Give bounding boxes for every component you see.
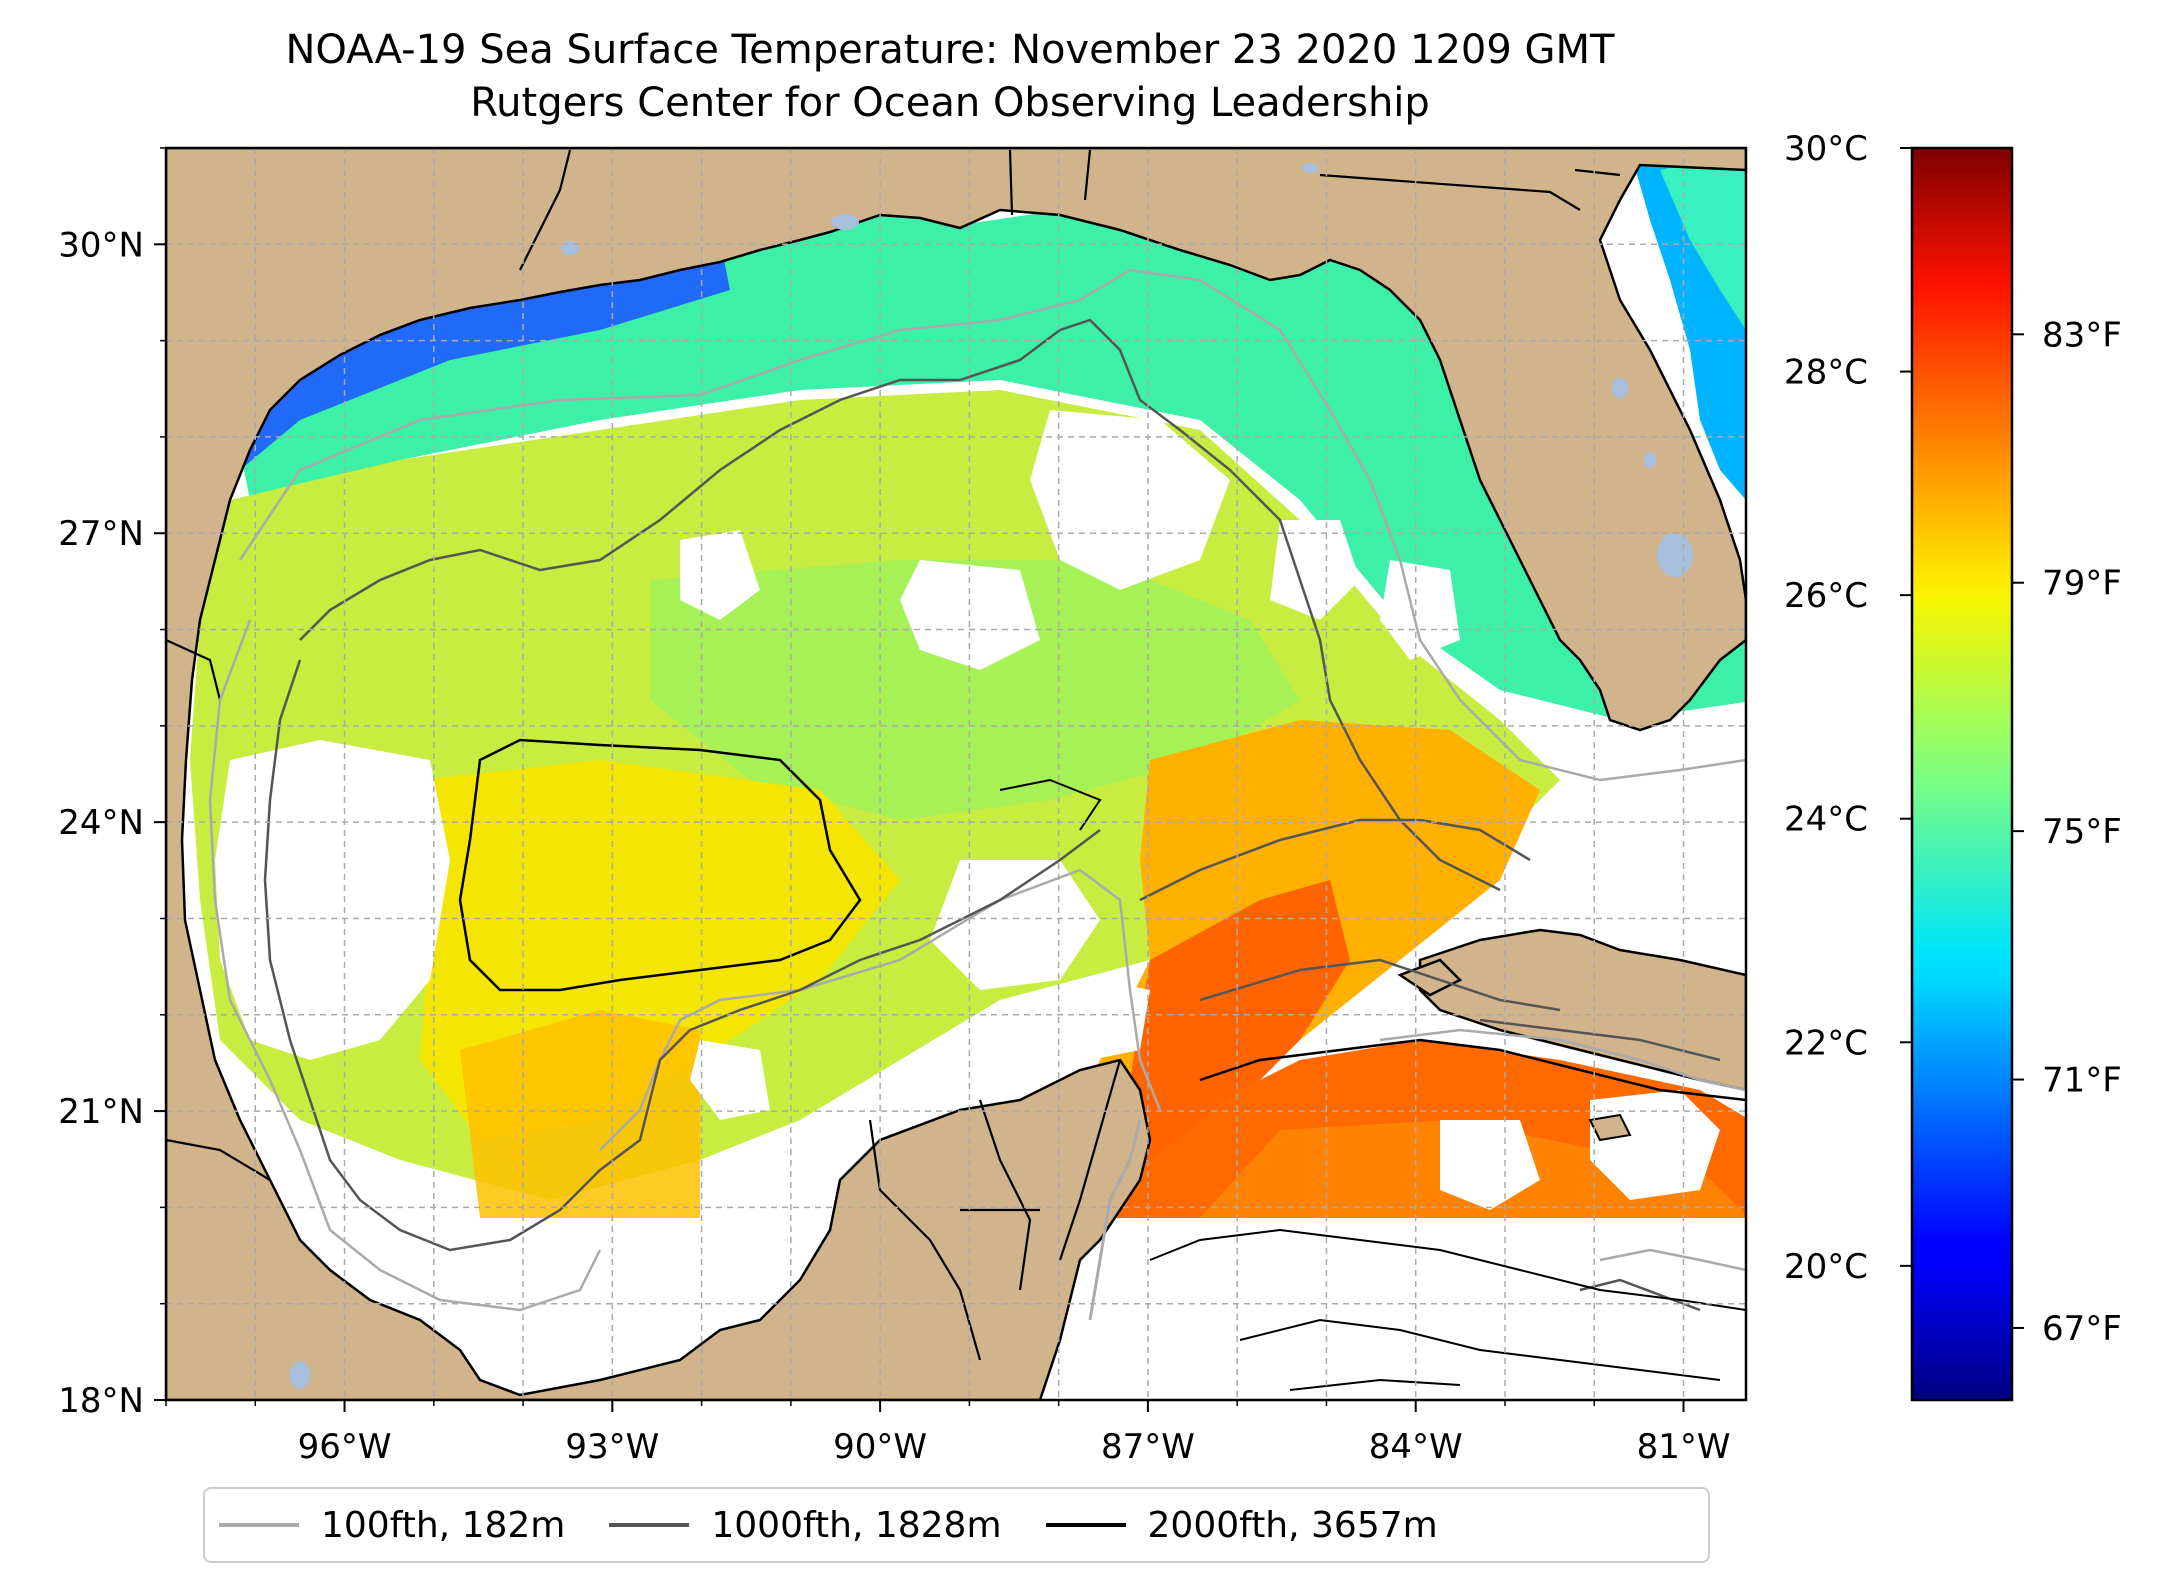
- map-title: NOAA-19 Sea Surface Temperature: Novembe…: [285, 27, 1615, 73]
- lon-tick-label: 81°W: [1637, 1427, 1731, 1467]
- lat-tick-label: 30°N: [58, 225, 144, 265]
- legend-item-1000fth: 1000fth, 1828m: [609, 1504, 1002, 1546]
- fahrenheit-tick-label: 71°F: [2042, 1061, 2122, 1101]
- colorbar-ticks: 30°C 28°C 26°C 24°C 22°C 20°C 83°F 79°F 75°F 71°F…: [1784, 129, 2122, 1349]
- lon-tick-label: 96°W: [298, 1427, 392, 1467]
- lat-tick-label: 21°N: [58, 1092, 144, 1132]
- colorbar: [1910, 146, 2014, 1402]
- celsius-tick-label: 26°C: [1784, 576, 1868, 616]
- legend-line-100fth: [219, 1523, 299, 1527]
- fahrenheit-tick-label: 75°F: [2042, 812, 2122, 852]
- legend-line-2000fth: [1045, 1523, 1126, 1527]
- lon-tick-label: 84°W: [1369, 1427, 1463, 1467]
- legend-label-1000fth: 1000fth, 1828m: [711, 1504, 1002, 1546]
- contour-legend: 100fth, 182m 1000fth, 1828m 2000fth, 365…: [203, 1487, 1710, 1563]
- map-frame: [164, 146, 1748, 1402]
- lon-tick-label: 93°W: [565, 1427, 659, 1467]
- lon-tick-label: 90°W: [833, 1427, 927, 1467]
- fahrenheit-tick-label: 83°F: [2042, 315, 2122, 355]
- legend-label-2000fth: 2000fth, 3657m: [1147, 1504, 1438, 1546]
- legend-line-1000fth: [609, 1523, 690, 1527]
- celsius-tick-label: 20°C: [1784, 1247, 1868, 1287]
- lat-tick-label: 18°N: [58, 1381, 144, 1421]
- celsius-tick-label: 22°C: [1784, 1023, 1868, 1063]
- celsius-tick-label: 28°C: [1784, 353, 1868, 393]
- fahrenheit-tick-label: 67°F: [2042, 1309, 2122, 1349]
- legend-label-100fth: 100fth, 182m: [321, 1504, 566, 1546]
- legend-item-2000fth: 2000fth, 3657m: [1045, 1504, 1438, 1546]
- legend-item-100fth: 100fth, 182m: [219, 1505, 565, 1546]
- map-subtitle: Rutgers Center for Ocean Observing Leade…: [470, 80, 1430, 126]
- map-axis-ticks: 96°W 93°W 90°W 87°W 84°W 81°W 30°N 27°N 24°N 21°N…: [58, 147, 1731, 1467]
- fahrenheit-tick-label: 79°F: [2042, 564, 2122, 604]
- land-masses: [166, 148, 1746, 1400]
- celsius-tick-label: 24°C: [1784, 800, 1868, 840]
- lon-tick-label: 87°W: [1101, 1427, 1195, 1467]
- lat-tick-label: 27°N: [58, 514, 144, 554]
- political-borders: [166, 149, 1621, 1361]
- lat-tick-label: 24°N: [58, 803, 144, 843]
- celsius-tick-label: 30°C: [1784, 129, 1868, 169]
- bathymetry-contours: [208, 268, 1746, 1391]
